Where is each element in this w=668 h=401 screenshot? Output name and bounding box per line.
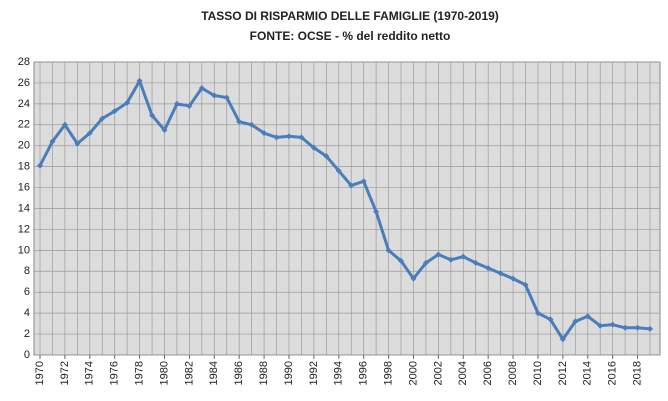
chart-title: TASSO DI RISPARMIO DELLE FAMIGLIE (1970-… — [201, 9, 499, 23]
point — [385, 247, 392, 254]
y-tick-label: 8 — [24, 265, 30, 277]
y-tick-label: 22 — [18, 119, 30, 131]
point — [99, 115, 106, 122]
point — [522, 281, 529, 288]
x-tick-label: 1988 — [258, 361, 270, 385]
point — [323, 153, 330, 160]
x-tick-label: 1998 — [382, 361, 394, 385]
point — [74, 140, 81, 147]
point — [285, 133, 292, 140]
point — [485, 265, 492, 272]
point — [335, 167, 342, 174]
point — [622, 324, 629, 331]
point — [398, 257, 405, 264]
point — [597, 322, 604, 329]
y-tick-label: 12 — [18, 223, 30, 235]
point — [211, 92, 218, 99]
x-tick-label: 1982 — [183, 361, 195, 385]
y-tick-label: 14 — [18, 202, 30, 214]
point — [584, 313, 591, 320]
point — [559, 336, 566, 343]
x-tick-label: 2002 — [432, 361, 444, 385]
point — [547, 316, 554, 323]
y-tick-label: 26 — [18, 77, 30, 89]
point — [86, 130, 93, 137]
y-tick-label: 2 — [24, 328, 30, 340]
y-tick-label: 0 — [24, 349, 30, 361]
point — [472, 259, 479, 266]
point — [298, 134, 305, 141]
x-tick-label: 1972 — [59, 361, 71, 385]
point — [198, 85, 205, 92]
point — [223, 94, 230, 101]
point — [534, 310, 541, 317]
x-tick-label: 1994 — [333, 361, 345, 385]
point — [149, 112, 156, 119]
x-tick-label: 2018 — [631, 361, 643, 385]
x-tick-label: 1976 — [109, 361, 121, 385]
point — [647, 325, 653, 332]
point — [497, 270, 504, 277]
point — [510, 275, 517, 282]
x-tick-label: 2000 — [407, 361, 419, 385]
point — [173, 100, 180, 107]
point — [447, 256, 454, 263]
point — [348, 182, 355, 189]
point — [49, 138, 56, 145]
point — [261, 130, 268, 137]
point — [634, 324, 641, 331]
x-tick-label: 1970 — [34, 361, 46, 385]
y-tick-label: 6 — [24, 286, 30, 298]
y-tick-label: 20 — [18, 140, 30, 152]
point — [61, 121, 68, 128]
x-tick-label: 1992 — [308, 361, 320, 385]
x-tick-label: 1984 — [208, 361, 220, 385]
x-tick-label: 2010 — [532, 361, 544, 385]
x-tick-label: 1986 — [233, 361, 245, 385]
point — [273, 134, 280, 141]
point — [373, 208, 380, 215]
y-tick-label: 24 — [18, 98, 30, 110]
point — [422, 259, 429, 266]
series-line — [38, 79, 651, 341]
point — [572, 318, 579, 325]
x-tick-label: 2016 — [607, 361, 619, 385]
point — [609, 321, 616, 328]
point — [410, 275, 417, 282]
y-tick-label: 10 — [18, 244, 30, 256]
x-tick-label: 2008 — [507, 361, 519, 385]
point — [435, 251, 442, 258]
y-tick-label: 16 — [18, 181, 30, 193]
x-tick-label: 2014 — [582, 361, 594, 385]
x-tick-label: 2006 — [482, 361, 494, 385]
point — [186, 102, 193, 109]
x-tick-label: 1996 — [358, 361, 370, 385]
point — [124, 99, 131, 106]
y-tick-label: 4 — [24, 307, 30, 319]
x-tick-label: 1974 — [84, 361, 96, 385]
point — [310, 144, 317, 151]
point — [360, 178, 367, 185]
x-tick-label: 1978 — [133, 361, 145, 385]
point — [248, 121, 255, 128]
point — [236, 118, 243, 125]
x-tick-label: 1980 — [158, 361, 170, 385]
point — [37, 162, 43, 169]
point — [460, 253, 467, 260]
point — [111, 108, 118, 115]
y-tick-label: 18 — [18, 161, 30, 173]
point — [136, 77, 143, 84]
x-tick-label: 2004 — [457, 361, 469, 385]
x-tick-label: 1990 — [283, 361, 295, 385]
point — [161, 127, 168, 134]
chart-subtitle: FONTE: OCSE - % del reddito netto — [250, 29, 451, 43]
x-tick-label: 2012 — [557, 361, 569, 385]
y-tick-label: 28 — [18, 56, 30, 68]
